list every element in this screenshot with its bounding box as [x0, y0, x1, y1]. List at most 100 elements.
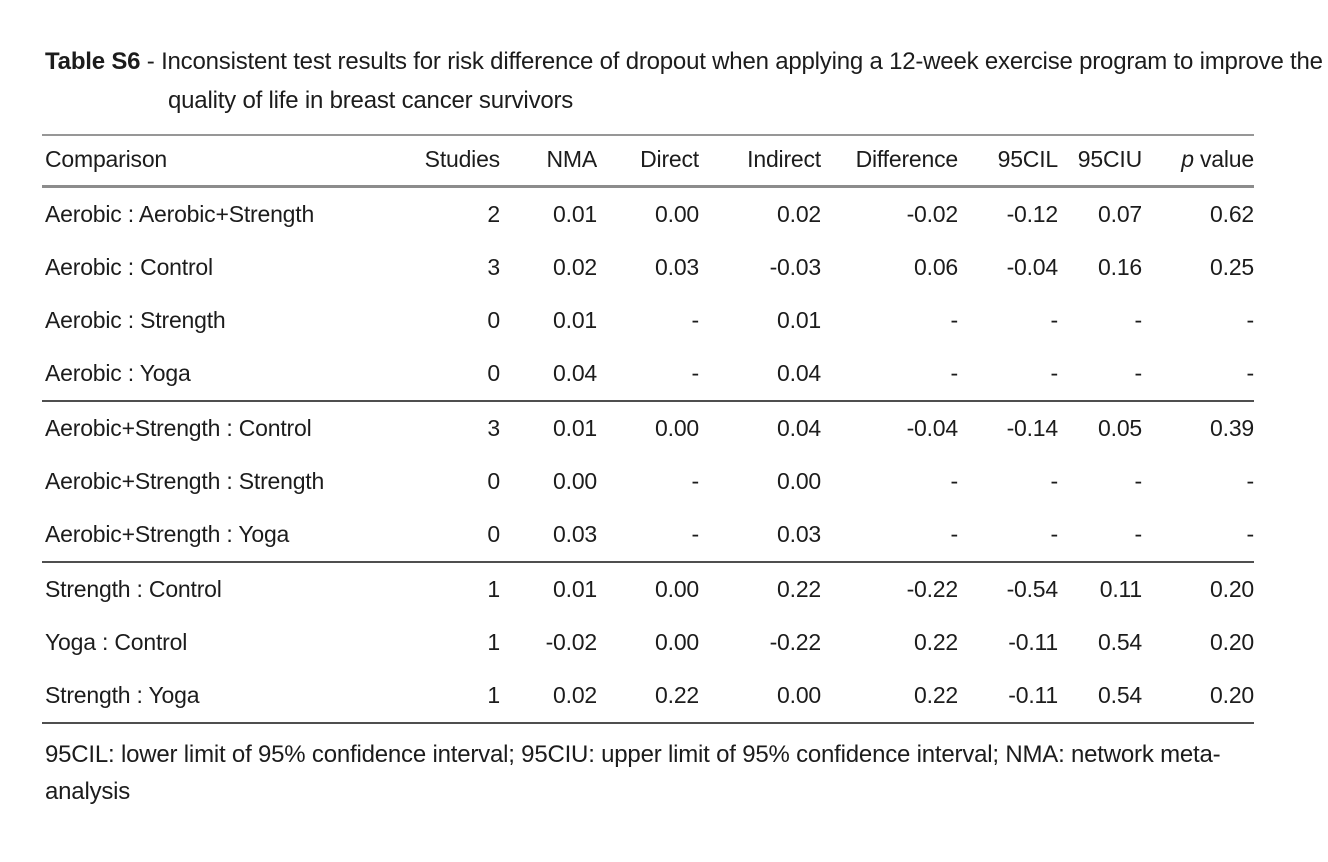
column-header-comparison: Comparison: [45, 146, 167, 172]
value-cell: -: [950, 521, 958, 547]
value-cell: 0.22: [655, 682, 699, 708]
value-cell: -: [691, 307, 699, 333]
comparison-cell: Aerobic : Control: [45, 254, 213, 280]
table-caption: Table S6 - Inconsistent test results for…: [45, 42, 1328, 120]
value-cell: 0.04: [553, 360, 597, 386]
value-cell: -: [1246, 360, 1254, 386]
value-cell: -: [1246, 468, 1254, 494]
table-row: Strength : Yoga 1 0.02 0.22 0.00 0.22 -0.11 0.5…: [42, 669, 1254, 723]
row-group: Aerobic+Strength : Control 3 0.01 0.00 0.04 -…: [42, 401, 1254, 562]
value-cell: -: [691, 468, 699, 494]
value-cell: -0.04: [1006, 254, 1058, 280]
column-header-indirect: Indirect: [747, 146, 821, 172]
table-row: Aerobic : Aerobic+Strength 2 0.01 0.00 0.02 -…: [42, 187, 1254, 242]
footnote: 95CIL: lower limit of 95% confidence int…: [45, 741, 1221, 805]
value-cell: -: [1050, 360, 1058, 386]
value-cell: 0.20: [1210, 682, 1254, 708]
table-row: Aerobic : Control 3 0.02 0.03 -0.03 0.06 -0.04…: [42, 241, 1254, 294]
value-cell: -: [1134, 468, 1142, 494]
value-cell: -: [691, 521, 699, 547]
value-cell: -: [1050, 307, 1058, 333]
value-cell: 1: [487, 682, 500, 708]
value-cell: 0.01: [553, 415, 597, 441]
value-cell: -: [1134, 307, 1142, 333]
value-cell: -: [950, 468, 958, 494]
value-cell: 0.01: [777, 307, 821, 333]
value-cell: 0.62: [1210, 201, 1254, 227]
value-cell: 0.01: [553, 201, 597, 227]
results-table: Comparison Studies NMA Direct Indirect Differ…: [42, 134, 1254, 724]
value-cell: 0.03: [553, 521, 597, 547]
value-cell: -: [1050, 468, 1058, 494]
table-caption-label: Table S6: [45, 48, 141, 75]
value-cell: 0.22: [777, 576, 821, 602]
value-cell: 1: [487, 576, 500, 602]
comparison-cell: Yoga : Control: [45, 629, 188, 655]
value-cell: 0.06: [914, 254, 958, 280]
value-cell: 0: [487, 521, 500, 547]
table-row: Yoga : Control 1 -0.02 0.00 -0.22 0.22 -0.11 0.…: [42, 616, 1254, 669]
value-cell: -0.02: [906, 201, 958, 227]
column-header-difference: Difference: [855, 146, 958, 172]
value-cell: 0.03: [655, 254, 699, 280]
value-cell: 0: [487, 360, 500, 386]
row-group: Aerobic : Aerobic+Strength 2 0.01 0.00 0.02 -…: [42, 187, 1254, 401]
value-cell: 2: [487, 201, 500, 227]
comparison-cell: Aerobic : Aerobic+Strength: [45, 201, 315, 227]
value-cell: -0.54: [1006, 576, 1058, 602]
value-cell: -0.14: [1006, 415, 1058, 441]
table-row: Aerobic+Strength : Strength 0 0.00 - 0.00 - - -…: [42, 455, 1254, 508]
value-cell: 0.16: [1098, 254, 1142, 280]
value-cell: 0.03: [777, 521, 821, 547]
header-row: Comparison Studies NMA Direct Indirect Differ…: [42, 135, 1254, 187]
table-row: Aerobic+Strength : Control 3 0.01 0.00 0.04 -…: [42, 401, 1254, 455]
value-cell: 0.07: [1098, 201, 1142, 227]
comparison-cell: Aerobic : Yoga: [45, 360, 191, 386]
value-cell: -: [691, 360, 699, 386]
value-cell: -0.22: [906, 576, 958, 602]
value-cell: 1: [487, 629, 500, 655]
table-row: Aerobic+Strength : Yoga 0 0.03 - 0.03 - - - -: [42, 508, 1254, 562]
table-caption-text: Inconsistent test results for risk diffe…: [161, 48, 1323, 114]
value-cell: 0.22: [914, 629, 958, 655]
value-cell: 3: [487, 415, 500, 441]
value-cell: 0.04: [777, 360, 821, 386]
value-cell: 0.20: [1210, 576, 1254, 602]
table-caption-separator: -: [140, 48, 162, 75]
column-header-nma: NMA: [546, 146, 597, 172]
table-row: Aerobic : Strength 0 0.01 - 0.01 - - - -: [42, 294, 1254, 347]
value-cell: 0: [487, 307, 500, 333]
value-cell: -: [1246, 521, 1254, 547]
value-cell: -0.22: [769, 629, 821, 655]
value-cell: 0.02: [553, 682, 597, 708]
value-cell: -0.04: [906, 415, 958, 441]
comparison-cell: Strength : Yoga: [45, 682, 200, 708]
value-cell: -: [950, 360, 958, 386]
value-cell: 0.00: [777, 468, 821, 494]
comparison-cell: Aerobic+Strength : Yoga: [45, 521, 290, 547]
table-row: Strength : Control 1 0.01 0.00 0.22 -0.22 -0.5…: [42, 562, 1254, 616]
column-header-studies: Studies: [424, 146, 500, 172]
value-cell: 0.00: [553, 468, 597, 494]
value-cell: 0.54: [1098, 682, 1142, 708]
value-cell: -0.03: [769, 254, 821, 280]
value-cell: 0.39: [1210, 415, 1254, 441]
value-cell: 0.25: [1210, 254, 1254, 280]
value-cell: 0.00: [777, 682, 821, 708]
value-cell: 0.00: [655, 201, 699, 227]
value-cell: 0.02: [553, 254, 597, 280]
value-cell: 0.22: [914, 682, 958, 708]
value-cell: 0.11: [1099, 576, 1142, 602]
value-cell: -: [1134, 521, 1142, 547]
value-cell: -0.11: [1008, 629, 1058, 655]
value-cell: -0.02: [545, 629, 597, 655]
value-cell: 0.01: [553, 576, 597, 602]
value-cell: -: [950, 307, 958, 333]
value-cell: 0.00: [655, 629, 699, 655]
value-cell: -0.11: [1008, 682, 1058, 708]
value-cell: 0.02: [777, 201, 821, 227]
comparison-cell: Aerobic+Strength : Strength: [45, 468, 325, 494]
value-cell: -: [1246, 307, 1254, 333]
table-row: Aerobic : Yoga 0 0.04 - 0.04 - - - -: [42, 347, 1254, 401]
